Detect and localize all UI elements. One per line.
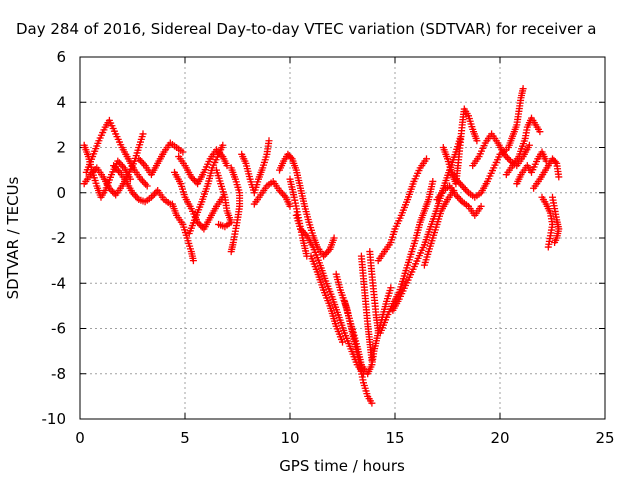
- data-point: [151, 190, 159, 198]
- data-point: [132, 192, 140, 200]
- y-tick-label: 4: [56, 93, 66, 111]
- data-point: [473, 137, 481, 145]
- y-tick-label: 0: [56, 184, 66, 202]
- data-point: [429, 177, 437, 185]
- y-tick-label: -6: [51, 320, 66, 338]
- data-point: [387, 284, 395, 292]
- data-point: [505, 155, 513, 163]
- data-point: [544, 243, 552, 251]
- plot-frame: [79, 56, 606, 420]
- data-point: [138, 158, 146, 166]
- data-point: [227, 248, 235, 256]
- x-tick-label: 15: [385, 429, 404, 447]
- data-point: [423, 155, 430, 163]
- data-point: [477, 202, 485, 210]
- x-tick-label: 20: [490, 429, 509, 447]
- data-point: [453, 193, 461, 201]
- x-tick-label: 5: [180, 429, 190, 447]
- data-point: [279, 190, 287, 198]
- data-point: [330, 234, 338, 242]
- data-point: [223, 162, 231, 170]
- data-point: [339, 338, 346, 346]
- data-point: [189, 257, 197, 265]
- data-point: [519, 85, 527, 93]
- data-point: [143, 182, 151, 190]
- data-point: [179, 148, 187, 156]
- x-tick-label: 0: [75, 429, 85, 447]
- y-tick-label: -8: [51, 365, 66, 383]
- data-point: [455, 194, 463, 202]
- data-point: [536, 128, 544, 136]
- data-point: [265, 137, 273, 145]
- data-point: [138, 177, 146, 185]
- y-tick-label: -10: [42, 410, 67, 428]
- data-point: [286, 202, 294, 210]
- data-points: [80, 85, 563, 407]
- data-point: [460, 184, 468, 192]
- data-point: [457, 196, 465, 204]
- y-tick-label: -4: [51, 274, 66, 292]
- data-point: [140, 179, 148, 187]
- data-point: [368, 356, 376, 364]
- y-tick-label: 2: [56, 139, 66, 157]
- data-point: [323, 249, 331, 257]
- data-point: [190, 176, 198, 184]
- x-tick-label: 10: [280, 429, 299, 447]
- gridlines: [80, 57, 605, 419]
- data-point: [197, 222, 205, 230]
- x-tick-label: 25: [595, 429, 614, 447]
- data-point: [139, 130, 147, 138]
- tick-labels: 0 5 10 15 20 25 -10 -8 -6 -4 -2 0 2 4 6: [42, 48, 615, 447]
- data-point: [463, 187, 471, 195]
- data-point: [555, 173, 563, 181]
- data-point: [368, 399, 376, 407]
- data-point: [551, 239, 559, 247]
- data-point: [277, 188, 285, 196]
- y-tick-label: -2: [51, 229, 66, 247]
- y-axis-title: SDTVAR / TECUs: [4, 176, 22, 299]
- data-point: [461, 185, 469, 193]
- data-point: [109, 188, 117, 196]
- data-point: [140, 160, 148, 168]
- data-point: [525, 141, 533, 149]
- data-point: [219, 141, 227, 149]
- data-point: [142, 180, 150, 188]
- data-point: [551, 158, 559, 166]
- data-point: [215, 220, 223, 228]
- data-point: [503, 154, 511, 162]
- chart-title: Day 284 of 2016, Sidereal Day-to-day VTE…: [16, 20, 597, 38]
- data-point: [458, 182, 466, 190]
- y-tick-label: 6: [56, 48, 66, 66]
- data-point: [287, 153, 295, 161]
- x-axis-title: GPS time / hours: [279, 457, 405, 475]
